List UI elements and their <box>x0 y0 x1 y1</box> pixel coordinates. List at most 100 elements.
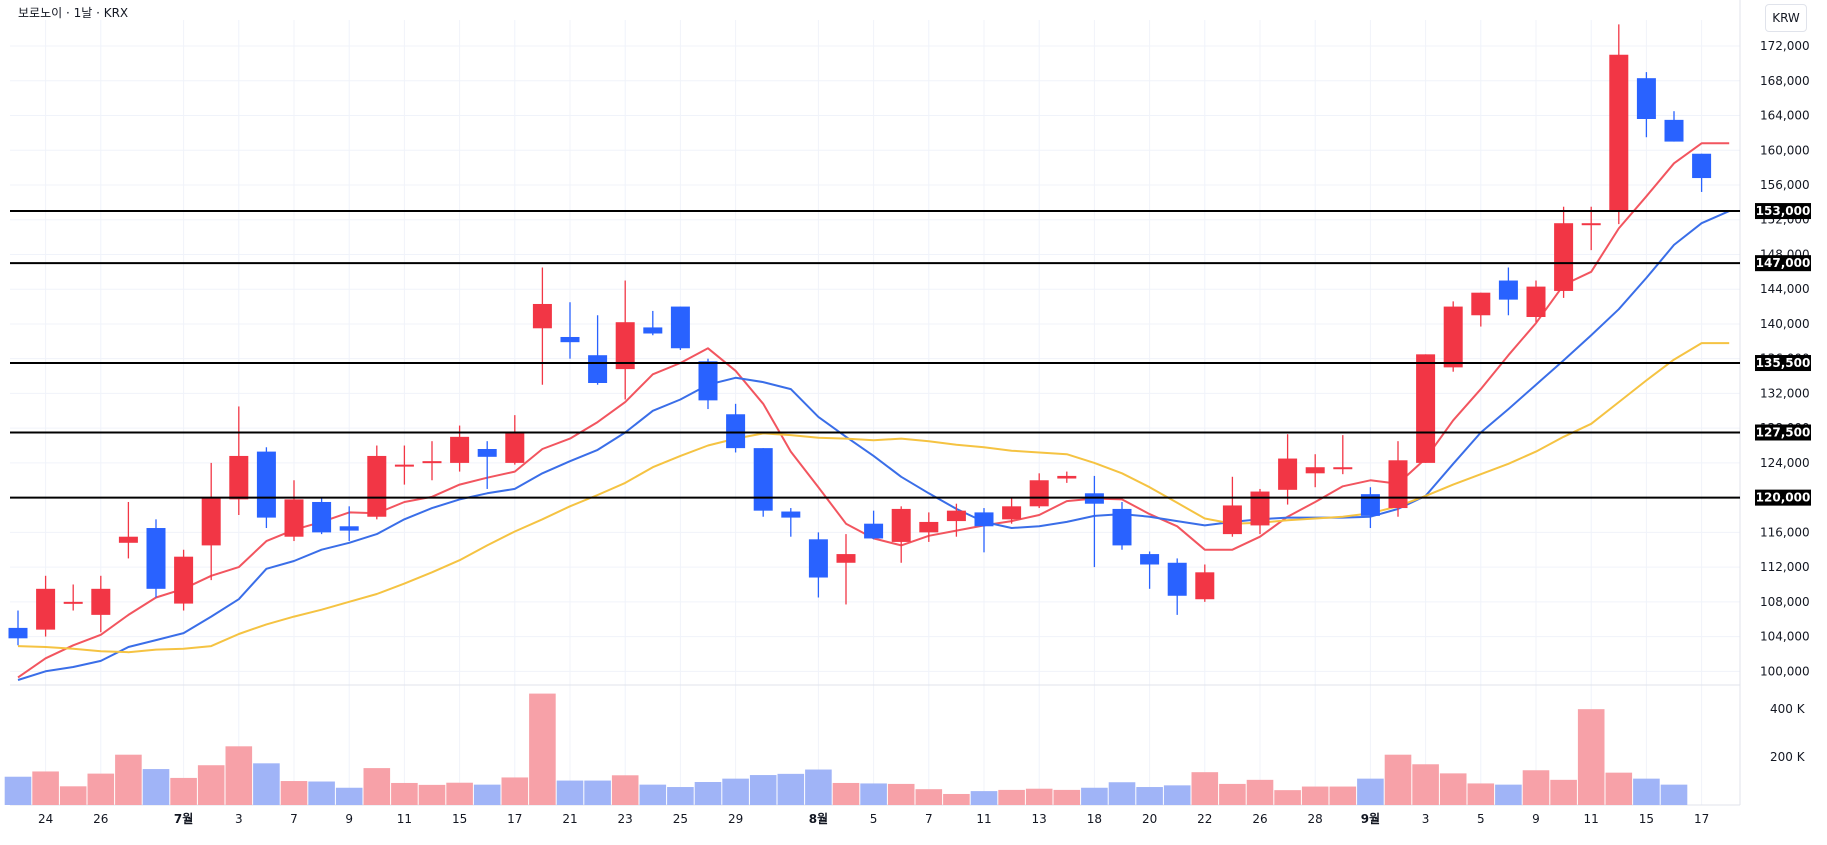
volume-bar <box>970 791 998 805</box>
candle <box>1636 72 1656 138</box>
x-tick-label: 29 <box>728 812 743 826</box>
level-label: 147,000 <box>1756 256 1811 270</box>
x-tick-label: 9 <box>345 812 353 826</box>
y-tick-label: 172,000 <box>1760 39 1810 53</box>
candle <box>1029 473 1049 509</box>
level-label: 135,500 <box>1756 356 1811 370</box>
candle <box>8 610 28 646</box>
volume-bar <box>1660 784 1688 805</box>
volume-bar <box>832 782 860 805</box>
volume-tick-label: 400 K <box>1770 702 1806 716</box>
candle <box>367 445 387 520</box>
volume-bar <box>1108 782 1136 805</box>
volume-bar <box>1274 790 1301 805</box>
candle <box>1664 111 1684 142</box>
volume-bar <box>1467 783 1495 805</box>
candle <box>146 519 166 598</box>
candle <box>63 584 83 611</box>
candle <box>1002 497 1022 524</box>
candle <box>1167 558 1187 615</box>
x-tick-label: 3 <box>1422 812 1430 826</box>
x-tick-label: 15 <box>1639 812 1654 826</box>
candle <box>312 497 332 535</box>
y-tick-label: 156,000 <box>1760 178 1810 192</box>
x-tick-label: 17 <box>507 812 522 826</box>
x-tick-label: 21 <box>562 812 577 826</box>
candle <box>670 306 690 350</box>
candle <box>36 575 56 637</box>
volume-bar <box>363 768 391 805</box>
x-tick-label: 28 <box>1308 812 1323 826</box>
y-tick-label: 132,000 <box>1760 386 1810 400</box>
volume-bar <box>142 769 170 805</box>
x-tick-label: 8월 <box>809 811 828 826</box>
currency-button[interactable]: KRW <box>1765 4 1807 32</box>
volume-bar <box>59 786 87 805</box>
x-tick-label: 11 <box>976 812 991 826</box>
candle <box>91 575 111 633</box>
y-tick-label: 108,000 <box>1760 595 1810 609</box>
level-label: 120,000 <box>1756 491 1811 505</box>
candle <box>1609 24 1629 225</box>
y-tick-label: 164,000 <box>1760 109 1810 123</box>
candle <box>974 508 994 553</box>
volume-bar <box>280 781 308 805</box>
candle <box>1084 475 1104 568</box>
x-tick-label: 3 <box>235 812 243 826</box>
level-label-box <box>1755 203 1811 220</box>
volume-bar <box>1633 778 1660 805</box>
volume-bar <box>253 763 280 805</box>
candle <box>1471 292 1491 327</box>
level-label-box <box>1755 489 1811 506</box>
candle <box>588 315 608 385</box>
candle <box>1222 476 1242 537</box>
x-tick-label: 23 <box>618 812 633 826</box>
volume-bar <box>1439 773 1467 805</box>
volume-bar <box>1025 788 1053 805</box>
candle <box>1443 301 1463 372</box>
candle <box>919 512 939 542</box>
volume-bar <box>584 780 611 805</box>
volume-bar <box>667 787 694 805</box>
chart-title: 보로노이 · 1날 · KRX <box>18 6 129 20</box>
volume-bar <box>308 781 335 805</box>
candle <box>394 445 414 485</box>
candle <box>836 534 856 605</box>
x-tick-label: 7 <box>290 812 298 826</box>
volume-bar <box>4 776 32 805</box>
candle <box>532 267 552 385</box>
volume-bar <box>1136 787 1163 805</box>
candle <box>808 532 828 598</box>
y-tick-label: 112,000 <box>1760 560 1810 574</box>
level-label: 153,000 <box>1756 204 1811 218</box>
volume-bar <box>1191 772 1219 805</box>
ma60-line <box>17 342 1730 654</box>
candle <box>891 506 911 563</box>
candle <box>422 441 442 481</box>
volume-bar <box>805 769 832 805</box>
candle <box>1692 153 1712 192</box>
candle <box>174 549 194 611</box>
level-label-box <box>1755 355 1811 372</box>
candle <box>201 462 221 581</box>
candle <box>1250 488 1270 535</box>
candle <box>1333 435 1353 475</box>
volume-bar <box>1329 786 1357 805</box>
candle <box>1554 206 1574 298</box>
y-tick-label: 104,000 <box>1760 630 1810 644</box>
candle <box>753 448 773 517</box>
x-tick-label: 11 <box>1584 812 1599 826</box>
volume-bar <box>943 793 970 805</box>
y-tick-label: 116,000 <box>1760 525 1810 539</box>
volume-bar <box>639 784 667 805</box>
y-tick-label: 144,000 <box>1760 282 1810 296</box>
x-tick-label: 9월 <box>1361 811 1380 826</box>
volume-bar <box>501 777 529 805</box>
volume-bar <box>473 784 501 805</box>
candle <box>643 310 663 336</box>
x-tick-label: 5 <box>870 812 878 826</box>
candle <box>1416 354 1436 463</box>
level-label: 127,500 <box>1756 426 1811 440</box>
volume-bar <box>1053 789 1081 805</box>
